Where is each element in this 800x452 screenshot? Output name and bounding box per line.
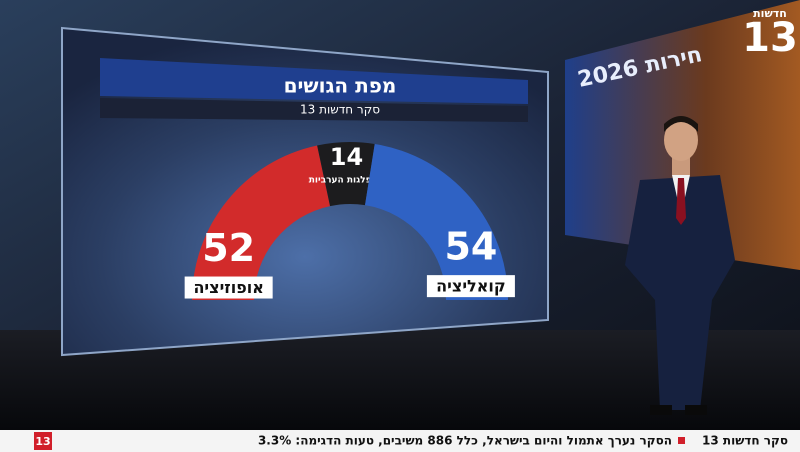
ticker-text: הסקר נערך אתמול והיום בישראל, כלל 886 מש… xyxy=(258,434,672,448)
chart-title: מפת הגושים xyxy=(284,74,397,98)
chart-subtitle: סקר חדשות 13 xyxy=(300,103,380,117)
title-bar xyxy=(100,58,528,104)
ticker-bar xyxy=(0,430,800,452)
presenter xyxy=(625,116,735,415)
category-label: אופוזיציה xyxy=(193,278,263,297)
category-label-box xyxy=(426,275,515,298)
chart: 52 אופוזיציה 14 המפלגות הערביות 54 קואליציה xyxy=(184,142,515,300)
ticker-label: סקר חדשות 13 xyxy=(702,434,788,448)
subtitle-bar xyxy=(100,98,528,122)
segment xyxy=(192,145,331,300)
ticker-separator xyxy=(678,437,685,444)
ticker-logo-box xyxy=(34,432,52,450)
segment xyxy=(365,143,508,300)
value-label: 52 xyxy=(202,226,255,270)
value-label: 54 xyxy=(444,225,497,269)
logo-channel: חדשות xyxy=(753,7,787,20)
ticker-logo: 13 xyxy=(35,435,50,448)
segment xyxy=(317,142,375,207)
category-label: המפלגות הערביות xyxy=(309,176,384,186)
value-label: 14 xyxy=(330,143,363,171)
logo-number: 13 xyxy=(742,15,798,61)
category-label: קואליציה xyxy=(436,277,505,296)
category-label-box xyxy=(184,276,273,299)
